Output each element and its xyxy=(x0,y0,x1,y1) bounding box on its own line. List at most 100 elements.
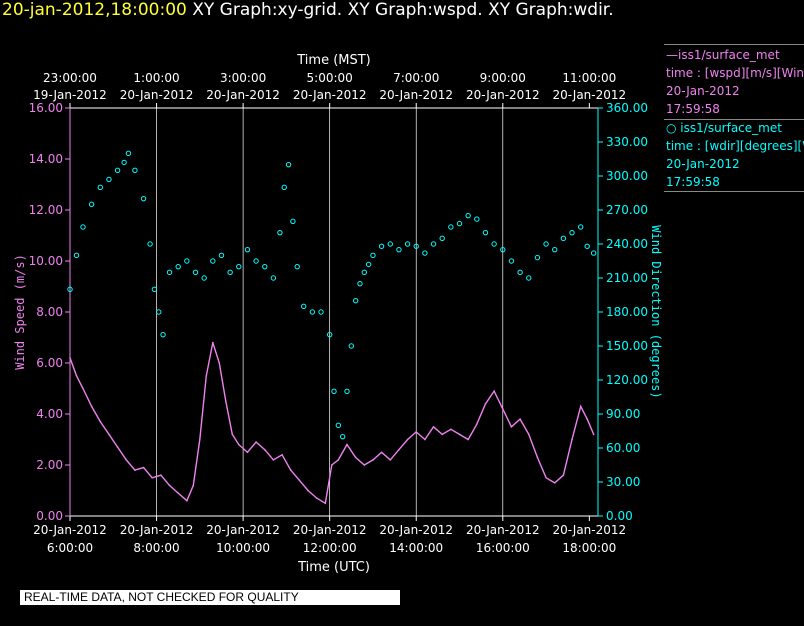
right-tick-label: 0.00 xyxy=(606,509,633,523)
bottom-tick-time: 12:00:00 xyxy=(303,541,357,555)
legend-wdir-date: 20-Jan-2012 xyxy=(666,157,740,171)
series-wdir-point xyxy=(140,195,147,202)
top-tick-time: 7:00:00 xyxy=(393,71,439,85)
series-wspd-point xyxy=(493,390,495,392)
page-title: 20-jan-2012,18:00:00 XY Graph:xy-grid. X… xyxy=(2,0,614,20)
series-wspd-point xyxy=(142,466,145,469)
series-wspd-point xyxy=(281,454,283,456)
series-wdir-point xyxy=(277,229,283,236)
series-wdir-point xyxy=(236,263,242,270)
series-wspd-point xyxy=(289,469,292,471)
legend-wspd: —iss1/surface_met time : [wspd][m/s][Win… xyxy=(666,46,804,118)
legend-divider xyxy=(664,191,804,192)
series-wdir-point xyxy=(175,263,181,270)
series-wspd-point xyxy=(237,443,240,446)
series-wdir-point xyxy=(73,252,80,259)
series-wspd-point xyxy=(424,438,426,441)
series-wdir-point xyxy=(404,241,411,247)
series-wspd-point xyxy=(571,438,573,441)
bottom-tick-date: 20-Jan-2012 xyxy=(553,523,627,537)
right-tick-label: 30.00 xyxy=(606,475,640,489)
legend-wdir-time: 17:59:58 xyxy=(666,175,720,189)
legend-wdir-var: time : [wdir][degrees][W xyxy=(666,139,804,153)
series-wspd-point xyxy=(372,459,374,461)
top-tick-date: 19-Jan-2012 xyxy=(33,88,107,102)
series-wdir-point xyxy=(210,258,216,264)
top-tick-time: 9:00:00 xyxy=(480,71,526,85)
top-tick-time: 1:00:00 xyxy=(133,71,179,85)
series-wdir-point xyxy=(294,263,300,270)
top-tick-date: 20-Jan-2012 xyxy=(379,88,453,102)
right-tick-label: 150.00 xyxy=(606,339,648,353)
series-wdir-point xyxy=(156,309,162,315)
left-tick-label: 8.00 xyxy=(36,305,63,319)
series-wdir-point xyxy=(80,224,86,230)
bottom-tick-time: 8:00:00 xyxy=(133,541,179,555)
series-wspd-point xyxy=(315,497,318,499)
series-wdir-point xyxy=(132,167,138,174)
series-wspd-point xyxy=(579,405,582,408)
series-wspd-point xyxy=(331,464,333,466)
series-wspd-point xyxy=(255,441,257,443)
series-wdir-point xyxy=(166,269,173,276)
top-tick-time: 5:00:00 xyxy=(307,71,353,85)
series-wspd-point xyxy=(160,474,162,477)
series-wdir-point xyxy=(262,263,268,270)
series-wdir-point xyxy=(290,218,296,225)
series-wspd-point xyxy=(406,438,409,441)
series-wspd-point xyxy=(125,459,128,461)
series-wdir-point xyxy=(590,250,597,256)
right-tick-label: 300.00 xyxy=(606,169,648,183)
series-wdir-point xyxy=(543,241,549,247)
right-tick-label: 270.00 xyxy=(606,203,648,217)
bottom-tick-time: 6:00:00 xyxy=(47,541,93,555)
bottom-tick-date: 20-Jan-2012 xyxy=(206,523,280,537)
top-tick-date: 20-Jan-2012 xyxy=(553,88,627,102)
series-wdir-point xyxy=(97,184,103,191)
top-tick-date: 20-Jan-2012 xyxy=(466,88,540,102)
bottom-tick-date: 20-Jan-2012 xyxy=(379,523,453,537)
right-tick-label: 180.00 xyxy=(606,305,648,319)
left-tick-label: 14.00 xyxy=(29,152,63,166)
series-wspd-point xyxy=(527,433,530,436)
series-wspd-point xyxy=(346,443,348,446)
series-wspd-point xyxy=(510,425,513,428)
series-wdir-point xyxy=(396,246,402,253)
left-axis-label: Wind Speed (m/s) xyxy=(13,254,27,370)
series-wdir-point xyxy=(560,235,567,242)
top-tick-date: 20-Jan-2012 xyxy=(206,88,280,102)
quality-banner: REAL-TIME DATA, NOT CHECKED FOR QUALITY xyxy=(20,590,400,605)
series-wspd-point xyxy=(205,374,208,377)
bottom-tick-time: 16:00:00 xyxy=(476,541,530,555)
legend-wdir-name: ○ iss1/surface_met xyxy=(666,121,782,135)
series-wdir-point xyxy=(370,252,376,259)
series-wspd-point xyxy=(298,479,301,482)
series-wspd-point xyxy=(519,418,521,420)
series-wspd-point xyxy=(337,459,340,461)
series-wdir-point xyxy=(508,258,515,264)
series-wspd-point xyxy=(99,420,102,423)
top-tick-time: 11:00:00 xyxy=(562,71,616,85)
series-wdir-point xyxy=(309,309,316,315)
series-wspd-point xyxy=(186,499,188,502)
series-wdir-point xyxy=(114,167,121,174)
series-wspd-point xyxy=(116,446,119,448)
left-tick-label: 10.00 xyxy=(29,254,63,268)
right-axis-label: Wind Direction (degrees) xyxy=(649,225,663,398)
legend-divider xyxy=(664,44,804,45)
series-wspd-point xyxy=(199,438,201,441)
right-tick-label: 240.00 xyxy=(606,237,648,251)
bottom-axis-label: Time (UTC) xyxy=(297,560,370,575)
series-wspd-point xyxy=(192,484,195,487)
legend-divider xyxy=(664,119,804,120)
series-wdir-point xyxy=(151,286,158,293)
right-tick-label: 360.00 xyxy=(606,101,648,115)
series-wdir-point xyxy=(281,184,287,191)
legend-wspd-time: 17:59:58 xyxy=(666,102,720,116)
series-wdir-point xyxy=(244,246,251,253)
series-wspd-point xyxy=(501,408,504,410)
series-wspd-point xyxy=(231,433,234,436)
series-wdir-point xyxy=(482,229,489,236)
series-wdir-point xyxy=(67,286,73,293)
series-wdir-point xyxy=(147,241,153,247)
